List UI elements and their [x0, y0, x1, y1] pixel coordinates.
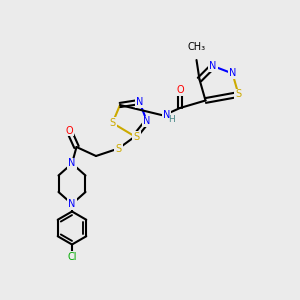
Text: S: S	[116, 143, 122, 154]
Text: O: O	[176, 85, 184, 95]
Text: CH₃: CH₃	[188, 43, 206, 52]
Text: N: N	[229, 68, 236, 79]
Text: H: H	[169, 116, 175, 124]
Text: S: S	[110, 118, 116, 128]
Text: S: S	[236, 89, 242, 100]
Text: N: N	[143, 116, 151, 127]
Text: N: N	[136, 97, 143, 107]
Text: S: S	[134, 131, 140, 142]
Text: N: N	[68, 199, 76, 209]
Text: N: N	[163, 110, 170, 121]
Text: O: O	[65, 125, 73, 136]
Text: N: N	[209, 61, 217, 71]
Text: Cl: Cl	[67, 251, 77, 262]
Text: N: N	[68, 158, 76, 169]
